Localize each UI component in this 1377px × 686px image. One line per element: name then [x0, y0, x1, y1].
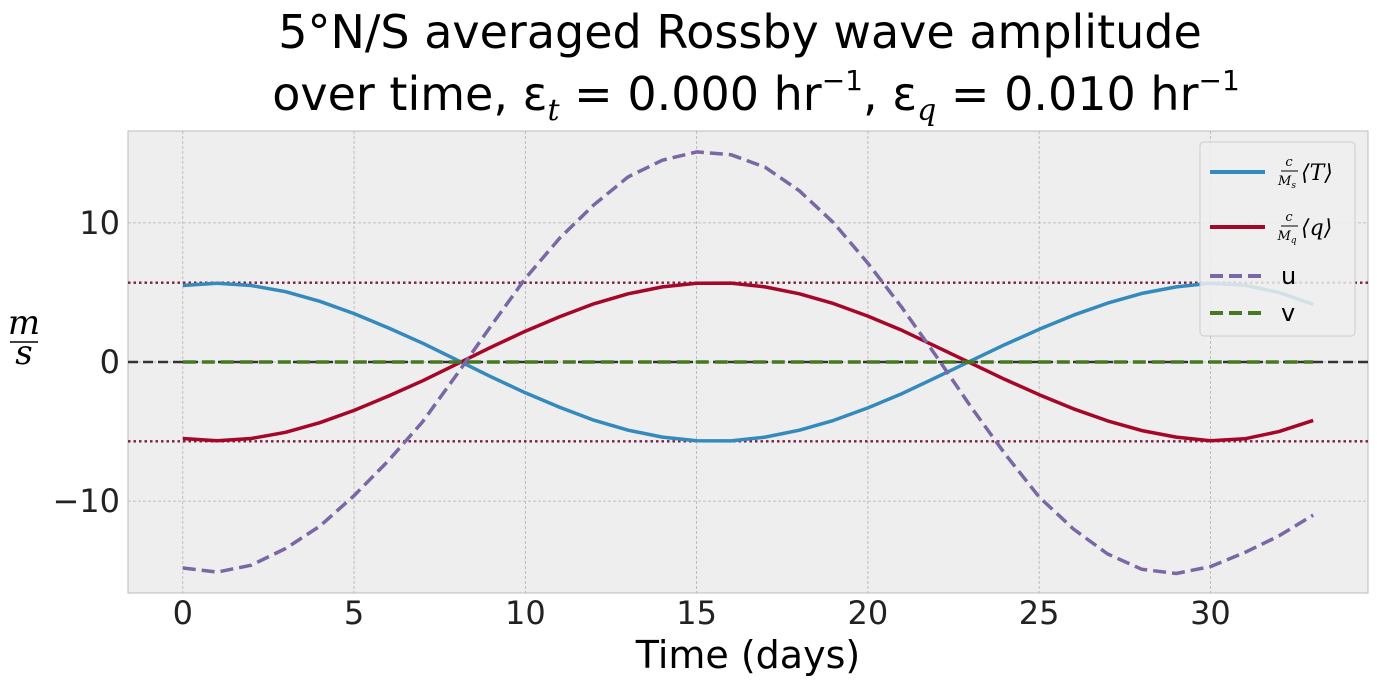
legend-label-q: c Mq ⟨q⟩: [1276, 210, 1332, 246]
x-tick-label-30: 30: [1190, 594, 1231, 632]
x-tick-label-25: 25: [1019, 594, 1060, 632]
y-ticks: −10 0 10: [52, 204, 120, 520]
legend-label-v: v: [1281, 299, 1295, 327]
x-ticks: 0 5 10 15 20 25 30: [173, 594, 1231, 632]
series-line-0: [182, 281, 1314, 443]
legend-label-u: u: [1281, 262, 1296, 290]
title-sup2: −1: [1198, 64, 1239, 97]
svg-text:⟨q⟩: ⟨q⟩: [1301, 216, 1332, 241]
x-tick-label-0: 0: [173, 594, 193, 632]
legend-box: [1199, 141, 1356, 337]
svg-text:Mq: Mq: [1276, 229, 1296, 246]
x-tick-label-20: 20: [848, 594, 889, 632]
y-tick-label--10: −10: [52, 482, 120, 520]
x-tick-label-5: 5: [344, 594, 364, 632]
svg-text:c: c: [1285, 155, 1293, 170]
title-prefix: over time, ε: [272, 67, 547, 121]
series-line-2: [182, 150, 1315, 576]
x-tick-label-10: 10: [505, 594, 546, 632]
y-tick-label-10: 10: [79, 204, 120, 242]
chart-title-line1: 5°N/S averaged Rossby wave amplitude: [278, 5, 1202, 59]
y-tick-label-0: 0: [100, 343, 120, 381]
x-axis-label: Time (days): [635, 633, 860, 677]
title-comma: , ε: [863, 67, 917, 121]
series-group: [182, 150, 1315, 576]
legend-label-T: c Ms ⟨T⟩: [1277, 155, 1333, 191]
y-axis-label: m s: [8, 303, 40, 373]
reference-lines: [128, 281, 1368, 443]
svg-text:Ms: Ms: [1277, 174, 1296, 191]
x-tick-label-15: 15: [676, 594, 717, 632]
title-sub-t: t: [547, 93, 560, 128]
y-label-den: s: [15, 333, 32, 373]
title-sub-q: q: [917, 93, 936, 128]
svg-text:⟨T⟩: ⟨T⟩: [1301, 161, 1333, 186]
title-eq2: = 0.010 hr: [936, 67, 1198, 121]
svg-text:c: c: [1285, 210, 1293, 225]
title-sup1: −1: [822, 64, 863, 97]
chart-title-line2: over time, εt = 0.000 hr−1, εq = 0.010 h…: [272, 64, 1240, 128]
series-line-1: [182, 281, 1314, 443]
title-eq1: = 0.000 hr: [560, 67, 822, 121]
legend: c Ms ⟨T⟩ c Mq ⟨q⟩ u v: [1199, 141, 1356, 337]
y-label-num: m: [8, 303, 40, 343]
